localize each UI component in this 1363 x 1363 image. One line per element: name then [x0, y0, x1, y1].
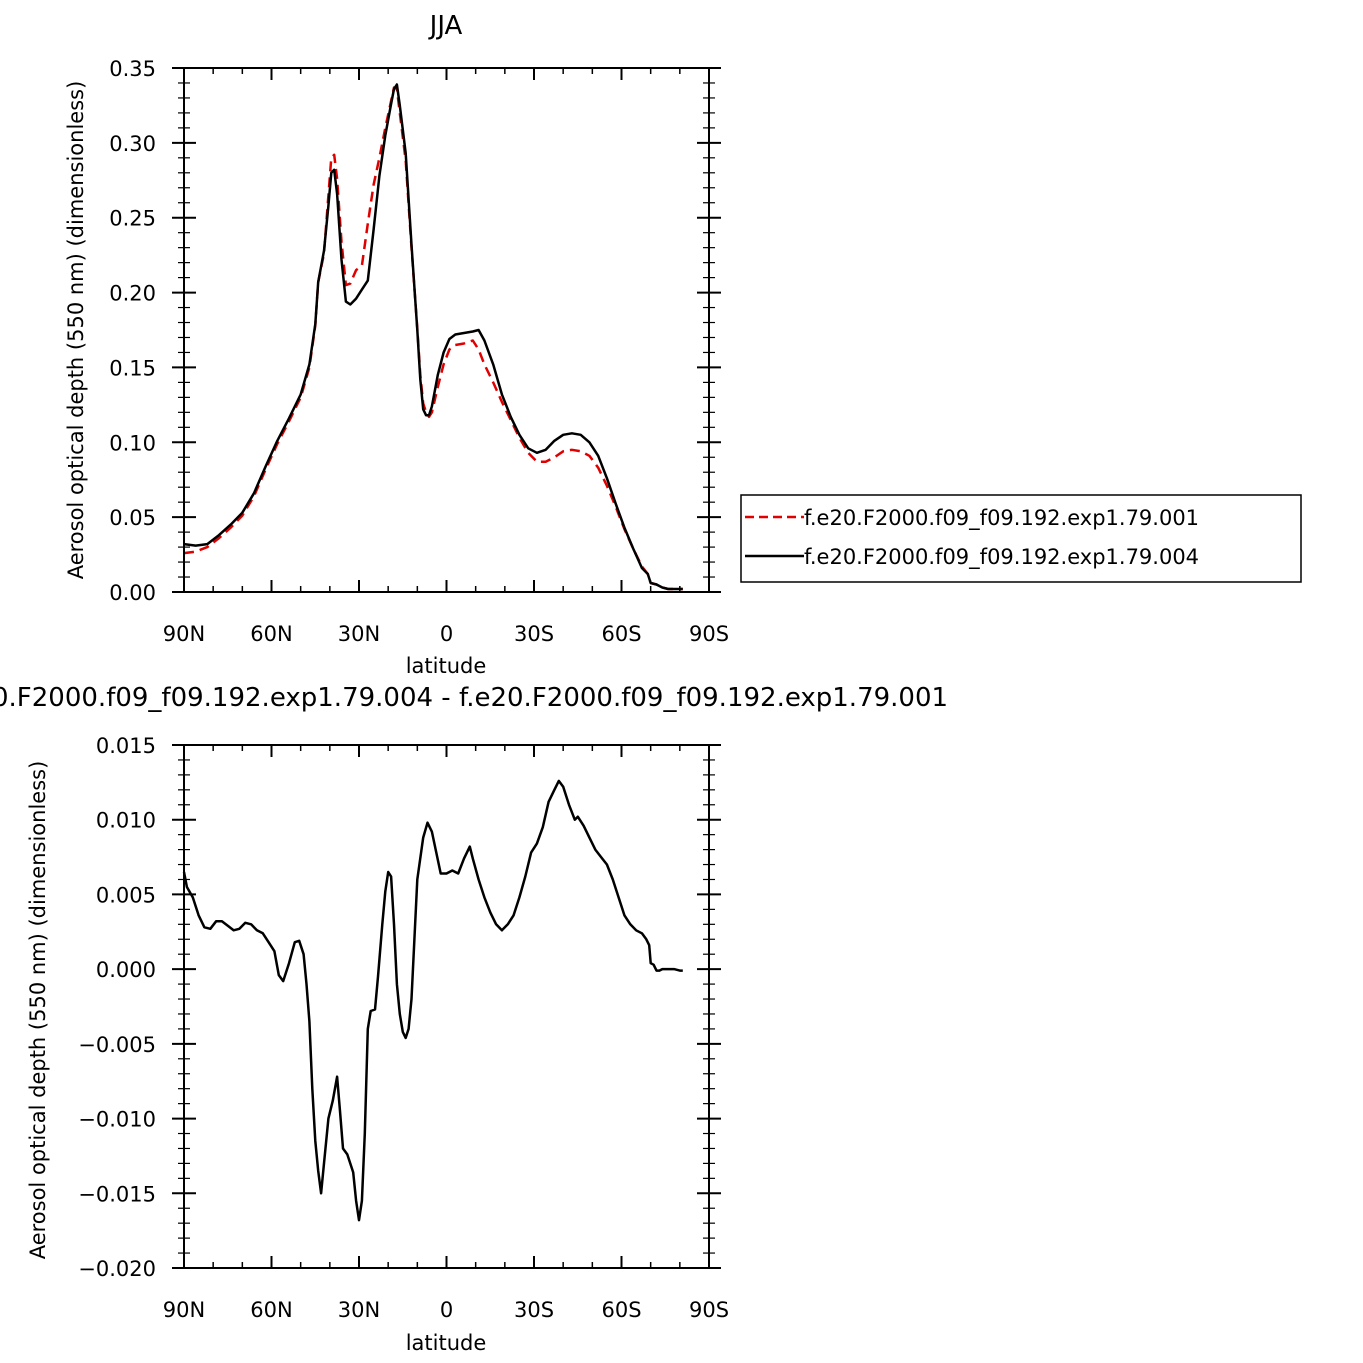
- top-panel-x-axis-label: latitude: [406, 654, 487, 678]
- top-panel-x-tick-label: 60N: [250, 622, 292, 646]
- top-panel-y-tick-label: 0.10: [109, 431, 156, 455]
- top-panel-x-tick-label: 60S: [601, 622, 641, 646]
- top-panel-x-tick-label: 90S: [689, 622, 729, 646]
- bottom-panel: f.e20.F2000.f09_f09.192.exp1.79.004 - f.…: [0, 683, 948, 1355]
- bottom-panel-x-tick-label: 90S: [689, 1298, 729, 1322]
- bottom-panel-y-tick-label: 0.010: [96, 809, 156, 833]
- bottom-panel-x-axis-label: latitude: [406, 1331, 487, 1355]
- bottom-panel-series-line-1: [182, 779, 683, 1222]
- bottom-panel-x-tick-label: 90N: [163, 1298, 205, 1322]
- bottom-panel-frame: [183, 744, 710, 1269]
- top-panel-y-axis-label: Aerosol optical depth (550 nm) (dimensio…: [64, 81, 88, 580]
- top-panel-y-tick-label: 0.25: [109, 207, 156, 231]
- top-panel-y-tick-label: 0.00: [109, 581, 156, 605]
- top-panel: JJA 90N 60N 30N 0 30S 60S 90S 0.00 0.05 0.10 0.15 0…: [64, 11, 729, 678]
- legend: f.e20.F2000.f09_f09.192.exp1.79.001 f.e2…: [740, 494, 1302, 583]
- top-panel-y-tick-label: 0.30: [109, 132, 156, 156]
- top-panel-title: JJA: [428, 11, 463, 41]
- top-panel-x-tick-label: 30N: [338, 622, 380, 646]
- bottom-panel-x-tick-label: 30N: [338, 1298, 380, 1322]
- top-panel-x-tick-label: 90N: [163, 622, 205, 646]
- bottom-panel-x-tick-label: 60S: [601, 1298, 641, 1322]
- bottom-panel-y-tick-label: −0.015: [78, 1182, 156, 1206]
- top-panel-y-tick-label: 0.15: [109, 356, 156, 380]
- top-panel-axes: 90N 60N 30N 0 30S 60S 90S 0.00 0.05 0.10 0.15 0.20 0…: [109, 57, 729, 646]
- bottom-panel-x-tick-label: 60N: [250, 1298, 292, 1322]
- top-panel-y-tick-label: 0.35: [109, 57, 156, 81]
- bottom-panel-x-tick-label: 30S: [514, 1298, 554, 1322]
- bottom-panel-y-axis-label: Aerosol optical depth (550 nm) (dimensio…: [26, 761, 50, 1260]
- bottom-panel-x-tick-label: 0: [440, 1298, 453, 1322]
- top-panel-x-tick-label: 30S: [514, 622, 554, 646]
- bottom-panel-y-tick-label: −0.005: [78, 1033, 156, 1057]
- bottom-panel-y-tick-label: 0.000: [96, 958, 156, 982]
- top-panel-y-tick-label: 0.05: [109, 506, 156, 530]
- legend-box: [740, 494, 1302, 583]
- top-panel-series-line-1: [183, 86, 683, 591]
- top-panel-series-line-2: [183, 83, 683, 591]
- legend-label-series-1: f.e20.F2000.f09_f09.192.exp1.79.001: [804, 506, 1199, 531]
- top-panel-y-tick-label: 0.20: [109, 282, 156, 306]
- bottom-panel-axes: 90N 60N 30N 0 30S 60S 90S −0.020 −0.015 −0.010 −0.…: [78, 734, 729, 1322]
- bottom-panel-title: f.e20.F2000.f09_f09.192.exp1.79.004 - f.…: [0, 683, 948, 713]
- top-panel-series-lines: [183, 83, 683, 591]
- bottom-panel-y-tick-label: −0.020: [78, 1257, 156, 1281]
- bottom-panel-y-tick-label: 0.005: [96, 883, 156, 907]
- bottom-panel-y-tick-label: −0.010: [78, 1108, 156, 1132]
- bottom-panel-y-tick-label: 0.015: [96, 734, 156, 758]
- bottom-panel-series-lines: [182, 779, 683, 1222]
- top-panel-frame: [183, 67, 710, 593]
- top-panel-x-tick-label: 0: [440, 622, 453, 646]
- legend-label-series-2: f.e20.F2000.f09_f09.192.exp1.79.004: [804, 545, 1199, 570]
